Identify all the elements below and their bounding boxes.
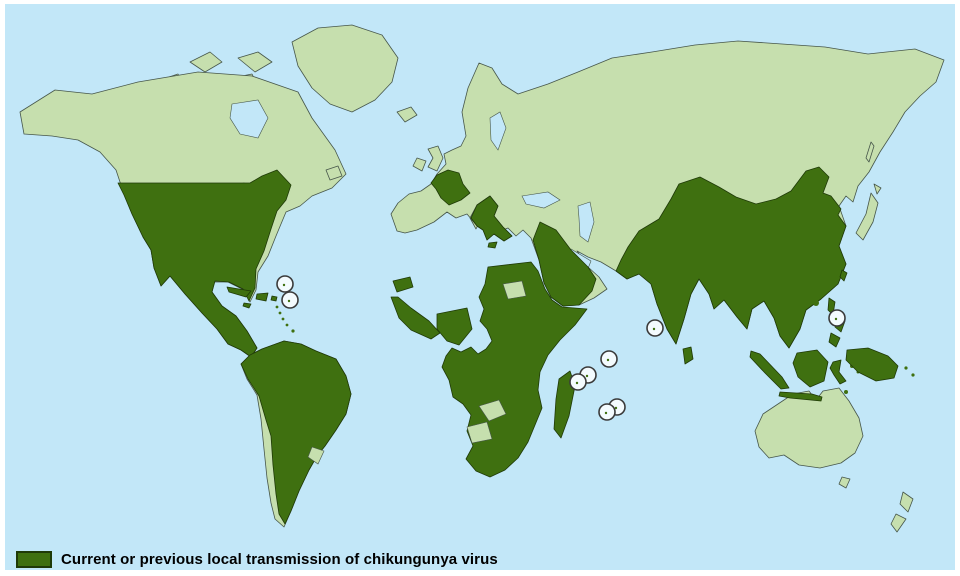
island-territory-circle	[569, 373, 587, 391]
landmass-tasmania	[838, 476, 851, 489]
unaffected-zambia	[478, 399, 507, 422]
affected-hainan	[813, 300, 819, 306]
landmass-new-zealand	[890, 491, 914, 533]
legend-label: Current or previous local transmission o…	[61, 551, 498, 568]
affected-taiwan	[839, 269, 848, 282]
island-territory-circle	[828, 309, 846, 327]
affected-cuba	[226, 286, 252, 298]
affected-lesser-antilles	[275, 305, 295, 333]
affected-sulawesi	[829, 359, 847, 385]
affected-italy	[470, 195, 513, 249]
landmass-newfoundland	[325, 165, 343, 181]
legend-swatch	[16, 551, 52, 568]
affected-java	[778, 391, 823, 402]
island-territory-dot	[614, 406, 618, 410]
affected-hispaniola	[255, 292, 269, 302]
landmass-iceland	[396, 106, 418, 123]
unaffected-botswana	[466, 421, 493, 444]
caspian-sea	[577, 201, 595, 243]
island-territory-circle	[276, 275, 294, 293]
island-territory-circle	[646, 319, 664, 337]
affected-puerto-rico	[270, 295, 278, 302]
landmass-greenland	[291, 24, 399, 113]
affected-nigeria-cameroon	[436, 307, 473, 346]
unaffected-south-sudan	[502, 280, 527, 300]
affected-south-east-asia-china-india	[615, 166, 847, 349]
island-territory-circle	[598, 403, 616, 421]
affected-jamaica	[242, 302, 252, 309]
affected-regions	[117, 166, 915, 525]
affected-sumatra	[749, 350, 790, 390]
baltic-sea	[489, 111, 507, 151]
island-territory-dot	[834, 317, 838, 321]
affected-central-east-southern-africa	[441, 261, 588, 478]
black-sea	[521, 191, 561, 209]
island-territory-dot	[652, 327, 656, 331]
landmass-japan	[855, 141, 882, 241]
island-territory-dot	[282, 283, 286, 287]
island-territory-dot	[606, 358, 610, 362]
island-territory-circle	[600, 350, 618, 368]
legend: Current or previous local transmission o…	[16, 551, 498, 568]
unaffected-uruguay	[307, 446, 325, 465]
affected-new-guinea	[845, 347, 899, 382]
affected-senegal	[392, 276, 414, 293]
island-markers	[276, 275, 846, 421]
hudson-bay	[229, 99, 269, 139]
landmass-uk	[427, 145, 444, 172]
affected-borneo	[792, 349, 829, 388]
island-territory-dot	[287, 299, 291, 303]
affected-saudi-arabia-yemen	[532, 221, 597, 307]
island-territory-dot	[585, 374, 589, 378]
affected-south-america	[240, 340, 352, 525]
landmass-ireland	[412, 157, 427, 172]
island-territory-dot	[575, 381, 579, 385]
island-territory-circle	[281, 291, 299, 309]
affected-madagascar	[553, 370, 576, 439]
affected-france	[430, 169, 471, 206]
affected-sri-lanka	[682, 346, 694, 365]
affected-usa-mexico-central-america	[117, 169, 292, 358]
island-territory-dot	[604, 411, 608, 415]
affected-solomons	[904, 366, 915, 377]
